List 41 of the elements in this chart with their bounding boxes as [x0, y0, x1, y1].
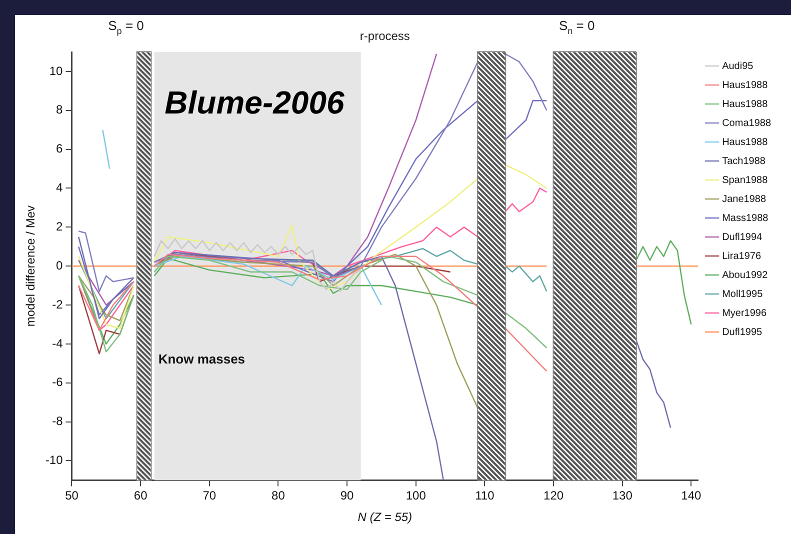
text: r-process	[360, 29, 410, 43]
legend-label: Span1988	[722, 174, 768, 186]
legend-label: Haus1988	[722, 80, 768, 91]
legend-label: Myer1996	[722, 308, 767, 319]
y-tick-label: -8	[52, 414, 64, 428]
legend-label: Mass1988	[722, 212, 769, 224]
x-tick-label: 80	[272, 488, 286, 503]
x-tick-label: 70	[202, 488, 216, 503]
x-tick-label: 140	[681, 488, 702, 503]
legend-label: Dufl1994	[722, 232, 763, 243]
y-tick-label: 6	[56, 142, 64, 156]
x-tick-label: 90	[340, 488, 354, 503]
x-tick-label: 60	[134, 488, 148, 503]
legend-label: Moll1995	[722, 288, 764, 300]
y-tick-label: -2	[52, 297, 64, 312]
legend-label: Coma1988	[722, 118, 772, 129]
y-tick-label: 8	[56, 102, 64, 117]
y-tick-label: 4	[56, 180, 64, 195]
x-tick-label: 100	[406, 488, 426, 503]
text: Blume-2006	[164, 84, 345, 120]
y-axis-title: model difference / Mev	[24, 206, 38, 327]
legend-label: Haus1988	[722, 136, 768, 148]
y-tick-label: -6	[52, 375, 64, 390]
y-tick-label: 10	[49, 64, 64, 78]
legend-label: Lira1976	[722, 250, 762, 262]
x-tick-label: 130	[612, 488, 633, 503]
y-tick-label: -10	[45, 453, 64, 468]
legend-label: Haus1988	[722, 98, 768, 110]
y-tick-label: -4	[52, 336, 64, 350]
legend-label: Audi95	[722, 60, 754, 72]
x-tick-label: 120	[544, 488, 564, 503]
legend-label: Abou1992	[722, 270, 768, 281]
legend-label: Dufl1995	[722, 326, 763, 338]
legend-label: Jane1988	[722, 194, 766, 205]
y-tick-label: 0	[56, 258, 64, 272]
y-tick-label: 2	[56, 219, 64, 234]
x-tick-label: 50	[65, 488, 79, 503]
band-label: Know masses	[158, 351, 246, 366]
legend-label: Tach1988	[722, 156, 766, 167]
x-tick-label: 110	[475, 488, 495, 503]
x-axis-title: N (Z = 55)	[358, 510, 412, 524]
